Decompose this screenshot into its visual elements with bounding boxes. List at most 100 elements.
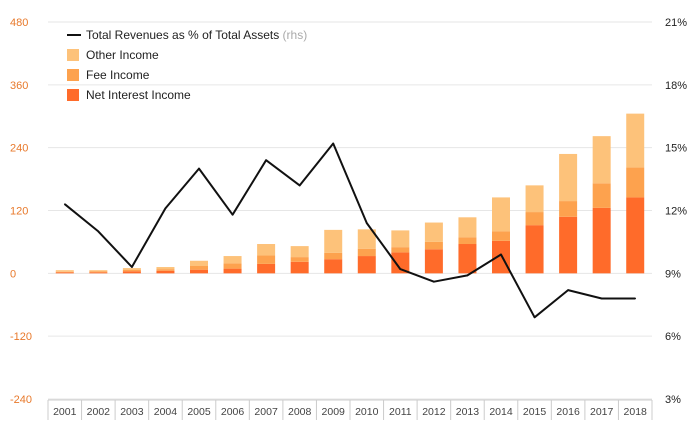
bar-segment	[626, 113, 645, 168]
bar-segment	[357, 229, 376, 249]
bar-segment	[122, 271, 141, 274]
line-point	[97, 230, 100, 233]
left-tick-label: -120	[10, 331, 32, 343]
bar-segment	[156, 269, 175, 271]
x-axis: 2001 2002 2003 2004 2005 2006 2007 2008 2009 2010…	[47, 399, 653, 420]
bar-segment	[89, 270, 108, 272]
bar-segment	[424, 241, 443, 250]
line-point	[600, 297, 603, 300]
line-series	[63, 142, 637, 319]
x-tick-label: 2010	[355, 406, 379, 418]
x-tick-label: 2002	[87, 406, 111, 418]
left-tick-label: 360	[10, 80, 28, 92]
line-point	[433, 280, 435, 283]
bar-segment	[223, 268, 242, 274]
legend-box-swatch	[67, 69, 79, 81]
line-point	[63, 203, 66, 206]
right-tick-label: 3%	[665, 394, 681, 406]
right-tick-label: 9%	[665, 268, 681, 280]
left-tick-label: 0	[10, 268, 16, 280]
line-point	[198, 167, 200, 170]
legend-label-text: Total Revenues as % of Total Assets	[86, 28, 279, 42]
bar-segment	[156, 270, 175, 274]
legend-box-swatch	[67, 89, 79, 101]
x-tick-label: 2015	[523, 406, 547, 418]
line-point	[634, 297, 637, 300]
bar-segment	[492, 240, 510, 274]
x-tick-label: 2001	[53, 406, 77, 418]
bar-segment	[626, 197, 645, 274]
legend-label-text: Fee Income	[86, 68, 150, 82]
bar-segment	[324, 259, 343, 274]
right-tick-label: 12%	[665, 206, 687, 218]
bar-segment	[525, 212, 544, 226]
left-tick-label: 120	[10, 206, 28, 218]
bar-segment	[592, 207, 611, 274]
x-tick-label: 2018	[624, 406, 648, 418]
bar-segment	[122, 268, 141, 270]
legend-suffix: (rhs)	[279, 28, 307, 42]
bar-segment	[257, 244, 276, 256]
left-tick-label: 480	[10, 17, 28, 29]
bar-segment	[257, 255, 276, 264]
bar-segment	[190, 260, 208, 267]
bar-segment	[257, 263, 276, 274]
bar-segment	[391, 252, 410, 274]
bar-segment	[458, 244, 477, 274]
right-tick-label: 6%	[665, 331, 681, 343]
line-series-path	[64, 142, 636, 319]
bar-segment	[592, 136, 611, 184]
grid-lines	[48, 21, 652, 400]
bar-segment	[290, 257, 309, 262]
legend-label: Net Interest Income	[86, 88, 191, 102]
x-tick-label: 2004	[154, 406, 178, 418]
legend-label-text: Other Income	[86, 48, 159, 62]
bar-segment	[357, 248, 376, 257]
bar-segment	[559, 201, 578, 217]
line-point	[365, 222, 368, 224]
legend: Total Revenues as % of Total Assets (rhs…	[67, 28, 307, 102]
bar-segment	[357, 256, 376, 274]
bar-segment	[559, 216, 578, 274]
x-tick-label: 2016	[556, 406, 580, 418]
bar-segment	[559, 153, 578, 202]
bar-segment	[492, 197, 510, 232]
x-tick-label: 2017	[590, 406, 614, 418]
x-tick-label: 2003	[120, 406, 144, 418]
legend-label-text: Net Interest Income	[86, 88, 191, 102]
line-point	[533, 316, 536, 319]
x-tick-label: 2009	[322, 406, 346, 418]
bar-segment	[89, 272, 108, 274]
line-point	[399, 268, 402, 270]
line-point	[500, 253, 502, 256]
bar-segment	[290, 261, 309, 274]
bar-segment	[122, 269, 141, 272]
bar-segment	[190, 269, 208, 274]
bar-segment	[424, 249, 443, 274]
right-tick-label: 18%	[665, 80, 687, 92]
x-tick-label: 2011	[389, 406, 412, 418]
bar-segment	[525, 225, 544, 274]
bar-series	[55, 113, 645, 274]
legend-label: Fee Income	[86, 68, 150, 82]
line-point	[231, 213, 234, 216]
bar-segment	[458, 217, 477, 238]
bar-segment	[592, 183, 611, 208]
right-tick-label: 15%	[665, 143, 687, 155]
x-tick-label: 2012	[422, 406, 446, 418]
right-tick-label: 21%	[665, 17, 687, 29]
legend-box-swatch	[67, 49, 79, 61]
bar-segment	[223, 263, 242, 269]
bar-segment	[424, 222, 443, 242]
bar-segment	[525, 185, 544, 213]
line-point	[332, 142, 335, 145]
line-point	[466, 274, 469, 277]
bar-segment	[391, 230, 410, 248]
line-point	[131, 266, 133, 268]
x-tick-label: 2014	[489, 406, 513, 418]
x-tick-label: 2007	[254, 406, 278, 418]
bar-segment	[223, 256, 242, 264]
bar-segment	[324, 252, 343, 260]
bar-segment	[55, 270, 74, 272]
x-tick-label: 2005	[187, 406, 211, 418]
